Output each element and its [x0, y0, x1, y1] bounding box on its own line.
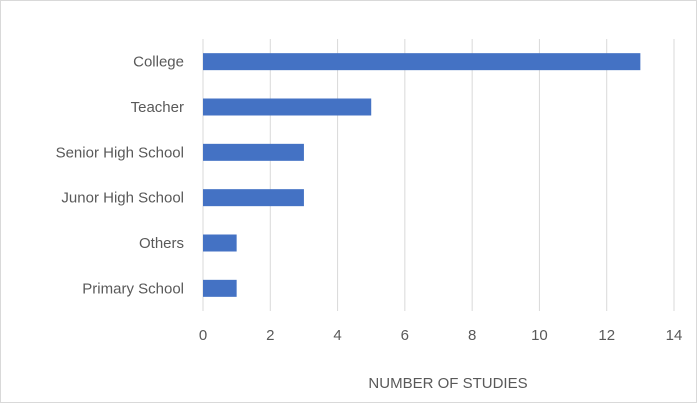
bar-others [203, 234, 237, 252]
x-tick-label: 6 [401, 327, 409, 344]
category-labels: College Teacher Senior High School Junor Hi… [56, 54, 184, 298]
bar-college [203, 53, 641, 71]
category-label: Primary School [82, 280, 184, 297]
x-axis-title: NUMBER OF STUDIES [368, 375, 527, 392]
category-label: Others [139, 235, 184, 252]
bar-senior-high-school [203, 143, 304, 161]
bars [203, 53, 641, 297]
x-tick-label: 4 [333, 327, 341, 344]
category-label: Junor High School [61, 190, 184, 207]
gridlines [202, 39, 675, 311]
category-label: College [133, 54, 184, 71]
x-tick-label: 2 [266, 327, 274, 344]
bar-primary-school [203, 279, 237, 297]
x-tick-label: 14 [666, 327, 683, 344]
x-tick-label: 12 [598, 327, 615, 344]
category-label: Senior High School [56, 144, 184, 161]
x-tick-labels: 0 2 4 6 8 10 12 14 [199, 327, 683, 344]
x-tick-label: 0 [199, 327, 207, 344]
category-label: Teacher [131, 99, 184, 116]
bar-teacher [203, 98, 372, 116]
x-tick-label: 10 [531, 327, 548, 344]
x-tick-label: 8 [468, 327, 476, 344]
bar-junor-high-school [203, 189, 304, 207]
